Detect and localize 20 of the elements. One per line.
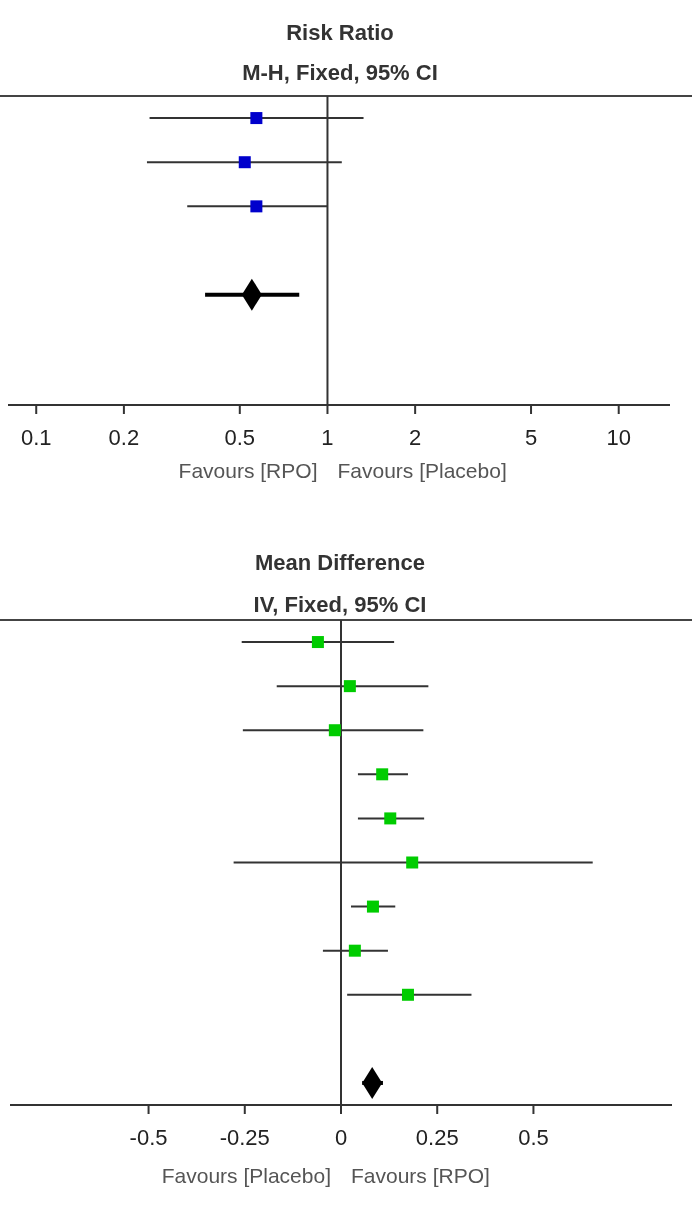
x-tick-label: 1 xyxy=(321,425,334,450)
x-tick-label: -0.5 xyxy=(129,1125,168,1150)
x-tick-label: 10 xyxy=(606,425,631,450)
text: Favours [Placebo] xyxy=(337,459,507,482)
chart-title: Risk Ratio xyxy=(286,20,394,45)
text: Favours [Placebo] xyxy=(161,1164,331,1187)
text: Favours [RPO] xyxy=(351,1164,490,1187)
x-tick-label: 0.25 xyxy=(415,1125,459,1150)
x-tick-label: 0.5 xyxy=(224,425,256,450)
chart-subtitle: M-H, Fixed, 95% CI xyxy=(242,60,438,85)
chart-title: Mean Difference xyxy=(255,550,425,575)
x-tick-label: 0 xyxy=(334,1125,348,1150)
chart-subtitle: IV, Fixed, 95% CI xyxy=(253,592,427,617)
x-tick-label: 0.1 xyxy=(20,425,52,450)
x-tick-label: 5 xyxy=(524,425,538,450)
x-tick-label: 0.2 xyxy=(108,425,140,450)
text: Favours [RPO] xyxy=(178,459,318,482)
x-tick-label: -0.25 xyxy=(219,1125,270,1150)
x-tick-label: 0.5 xyxy=(518,1125,549,1150)
x-tick-label: 2 xyxy=(409,425,422,450)
